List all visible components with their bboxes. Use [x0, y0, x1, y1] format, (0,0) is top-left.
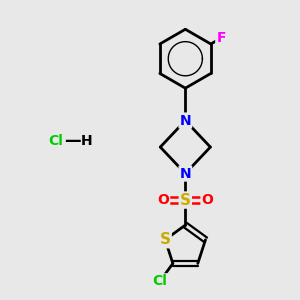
Text: H: H [81, 134, 92, 148]
Text: Cl: Cl [152, 274, 167, 288]
Text: N: N [179, 167, 191, 181]
Text: O: O [202, 193, 213, 207]
Text: Cl: Cl [48, 134, 63, 148]
Text: —: — [64, 132, 80, 150]
Text: O: O [157, 193, 169, 207]
Text: S: S [180, 193, 191, 208]
Text: S: S [160, 232, 171, 247]
Text: N: N [179, 114, 191, 128]
Text: F: F [216, 31, 226, 45]
